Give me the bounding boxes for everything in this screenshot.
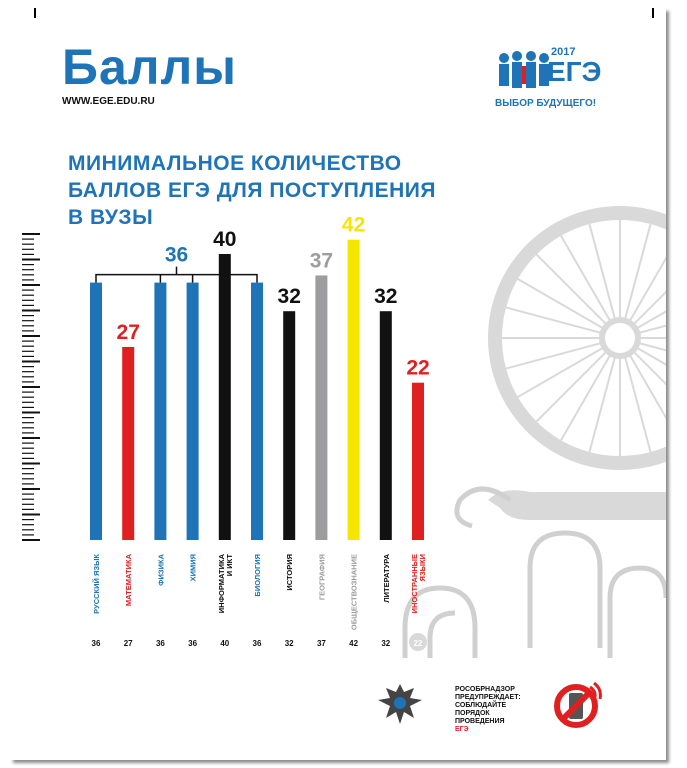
bottom-value-label: 36 xyxy=(92,639,101,648)
chart-title-line: МИНИМАЛЬНОЕ КОЛИЧЕСТВО xyxy=(68,152,402,175)
bottom-value-label: 42 xyxy=(349,639,358,648)
category-label: БИОЛОГИЯ xyxy=(253,554,262,597)
category-label: ЛИТЕРАТУРА xyxy=(382,553,391,602)
decorative-wheel-illustration xyxy=(402,206,666,658)
bar xyxy=(347,239,360,540)
bottom-value-label: 27 xyxy=(124,639,133,648)
bottom-value-label: 36 xyxy=(156,639,165,648)
bottom-value-label: 36 xyxy=(253,639,262,648)
category-label: РУССКИЙ ЯЗЫК xyxy=(92,554,101,614)
group-data-label: 36 xyxy=(165,244,188,267)
group-bracket xyxy=(95,266,258,283)
bar xyxy=(412,382,424,540)
bottom-value-label: 37 xyxy=(317,639,326,648)
crop-mark-left xyxy=(34,8,36,18)
bottom-value-label: 32 xyxy=(285,639,294,648)
footer-line: СОБЛЮДАЙТЕ xyxy=(455,702,507,709)
data-label: 32 xyxy=(374,285,397,308)
ege-logo: 2017 ЕГЭ ВЫБОР БУДУЩЕГО! xyxy=(495,46,635,126)
bar xyxy=(315,275,328,540)
people-logo-icon xyxy=(499,51,549,88)
data-label: 42 xyxy=(342,214,365,237)
bottom-value-label: 22 xyxy=(414,639,423,648)
category-label: МАТЕМАТИКА xyxy=(124,553,133,606)
data-label: 27 xyxy=(117,321,140,344)
logo-year: 2017 xyxy=(551,46,576,58)
footer-line: ПРОВЕДЕНИЯ xyxy=(455,718,505,725)
bottom-value-label: 36 xyxy=(188,639,197,648)
category-label: ОБЩЕСТВОЗНАНИЕ xyxy=(350,554,359,630)
rosobrnadzor-emblem-icon xyxy=(378,684,422,724)
category-label: ХИМИЯ xyxy=(189,554,198,581)
bar xyxy=(154,282,167,540)
footer-line: ПРЕДУПРЕЖДАЕТ: xyxy=(455,694,521,701)
bottom-value-badge xyxy=(409,633,427,651)
bar-chart: РУССКИЙ ЯЗЫК 36 27 МАТЕМАТИКА 27 ФИЗИКА 36 ХИМИ… xyxy=(22,214,430,651)
page-title: Баллы xyxy=(62,39,237,95)
category-label: ГЕОГРАФИЯ xyxy=(317,554,326,600)
category-label: ЯЗЫКИ xyxy=(418,554,427,581)
footer-warning: РОСОБРНАДЗОР ПРЕДУПРЕЖДАЕТ: СОБЛЮДАЙТЕ П… xyxy=(455,686,550,734)
footer-line: ПОРЯДОК xyxy=(455,710,490,717)
bar xyxy=(122,346,135,540)
crop-mark-right xyxy=(652,8,654,18)
data-label: 32 xyxy=(278,285,301,308)
logo-name: ЕГЭ xyxy=(547,56,602,87)
bar xyxy=(283,311,296,540)
bar xyxy=(218,254,231,540)
data-label: 37 xyxy=(310,249,333,272)
bar xyxy=(186,282,199,540)
footer-line: ЕГЭ xyxy=(455,726,469,733)
logo-tagline: ВЫБОР БУДУЩЕГО! xyxy=(495,98,597,109)
category-label: ИНФОРМАТИКА xyxy=(217,553,226,613)
bottom-value-label: 40 xyxy=(220,639,229,648)
bar xyxy=(90,282,102,540)
chart-title: МИНИМАЛЬНОЕ КОЛИЧЕСТВО БАЛЛОВ ЕГЭ ДЛЯ ПО… xyxy=(68,150,436,231)
bottom-value-label: 32 xyxy=(381,639,390,648)
bar xyxy=(379,311,392,540)
data-label: 40 xyxy=(213,228,236,251)
category-label: И ИКТ xyxy=(225,554,234,577)
chart-title-line: БАЛЛОВ ЕГЭ ДЛЯ ПОСТУПЛЕНИЯ xyxy=(68,179,436,202)
no-phone-icon xyxy=(554,681,602,728)
data-label: 22 xyxy=(406,357,429,380)
chart-title-line: В ВУЗЫ xyxy=(68,206,154,229)
site-url[interactable]: WWW.EGE.EDU.RU xyxy=(62,96,155,107)
category-label: ИНОСТРАННЫЕ xyxy=(410,554,419,613)
category-label: ФИЗИКА xyxy=(156,553,165,585)
footer-line: РОСОБРНАДЗОР xyxy=(455,686,515,693)
poster: Баллы WWW.EGE.EDU.RU 2017 ЕГЭ ВЫБОР БУДУ… xyxy=(10,8,666,760)
bar xyxy=(251,282,263,540)
category-label: ИСТОРИЯ xyxy=(285,554,294,591)
